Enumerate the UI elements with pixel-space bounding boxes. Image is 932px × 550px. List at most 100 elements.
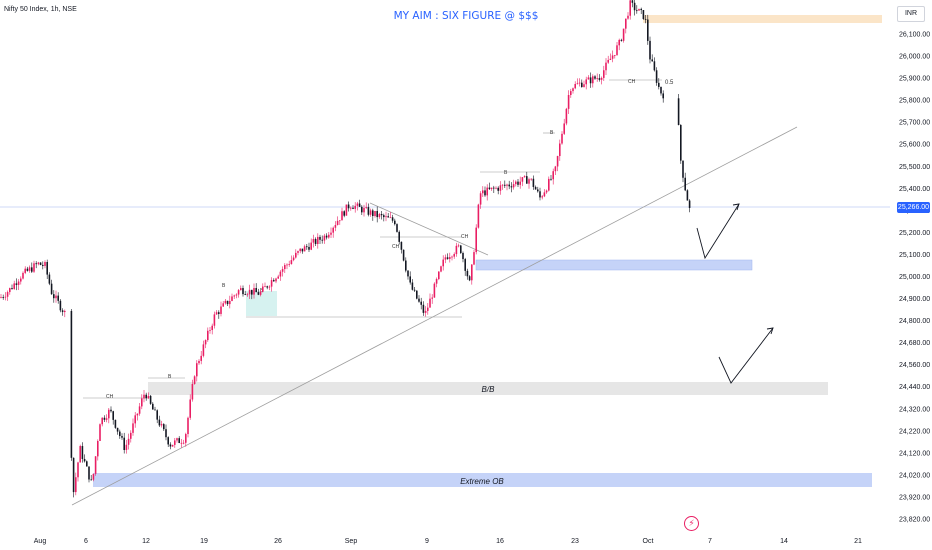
currency-label[interactable]: INR (897, 6, 925, 22)
descending-trendline[interactable] (369, 202, 489, 256)
time-tick-label: 14 (780, 538, 788, 545)
candle-body (20, 278, 22, 282)
candle-body (350, 207, 352, 209)
candle-body (48, 274, 51, 284)
ch-marker: CH (628, 79, 636, 85)
candle-body (70, 310, 73, 458)
candle-body (94, 456, 97, 474)
price-tick-label: 26,100.00 (899, 32, 930, 39)
candle-body (356, 203, 359, 206)
candle-body (13, 283, 15, 289)
candle-body (130, 432, 132, 439)
candle-body (169, 444, 172, 447)
candle-body (471, 264, 473, 281)
candle-body (614, 54, 616, 56)
candle-body (101, 417, 103, 425)
price-tick-label: 24,680.00 (899, 340, 930, 347)
price-tick-label: 25,600.00 (899, 142, 930, 149)
extreme-ob-zone (93, 473, 872, 487)
candle-body (479, 193, 482, 205)
candle-body (372, 210, 374, 217)
candle-body (662, 93, 664, 99)
time-tick-label: Aug (34, 538, 47, 545)
candle-body (237, 290, 240, 295)
candle-body (244, 294, 246, 295)
candle-body (257, 292, 260, 295)
candle-body (611, 55, 614, 59)
candle-body (328, 234, 330, 238)
candle-body (402, 249, 405, 261)
candle-body (552, 171, 554, 180)
candle-body (332, 227, 334, 233)
candle-body (400, 241, 403, 250)
candle-body (2, 297, 4, 298)
price-tick-label: 23,820.00 (899, 517, 930, 524)
candle-body (77, 462, 79, 478)
lightning-icon[interactable]: ⚡ (684, 516, 699, 531)
candle-body (123, 437, 125, 450)
candle-body (462, 252, 464, 260)
candle-body (253, 288, 255, 295)
extreme-ob-label: Extreme OB (460, 477, 504, 486)
candle-body (218, 312, 220, 314)
candle-body (629, 0, 631, 16)
candle-body (422, 304, 425, 313)
candle-body (583, 84, 585, 88)
price-tick-label: 25,400.00 (899, 186, 930, 193)
candle-body (182, 442, 185, 444)
candle-body (266, 286, 268, 288)
time-tick-label: 9 (425, 538, 429, 545)
candle-body (152, 403, 154, 410)
supply-zone (643, 15, 882, 23)
candle-body (211, 325, 213, 331)
candle-body (488, 187, 491, 190)
candle-body (354, 205, 356, 209)
candle-body (4, 296, 7, 298)
candle-body (297, 251, 299, 253)
candle-body (105, 418, 108, 420)
candle-body (416, 290, 418, 299)
candle-body (418, 298, 420, 302)
time-tick-label: 19 (200, 538, 208, 545)
time-axis[interactable]: Aug 6 12 19 26 Sep 9 16 23 Oct 7 14 21 (34, 538, 862, 545)
price-axis[interactable]: 26,100.00 26,000.00 25,900.00 25,800.00 25,7… (899, 32, 930, 524)
candle-body (369, 210, 372, 215)
candle-body (55, 295, 57, 299)
candle-body (288, 264, 290, 265)
candle-body (6, 292, 9, 297)
candle-body (275, 278, 277, 282)
candle-body (598, 78, 601, 80)
time-tick-label: 26 (274, 538, 282, 545)
candle-body (262, 286, 264, 292)
candle-body (625, 18, 627, 29)
candle-body (138, 406, 141, 414)
candle-body (352, 207, 354, 209)
candle-body (174, 440, 176, 445)
candle-body (506, 184, 508, 186)
demand-zone (475, 259, 753, 271)
candle-body (616, 45, 618, 55)
candle-body (97, 440, 99, 457)
candle-body (83, 458, 86, 462)
candle-body (61, 310, 64, 313)
candle-body (345, 204, 348, 216)
projection-arrow-upper[interactable] (696, 203, 740, 260)
price-tick-label: 26,000.00 (899, 54, 930, 61)
candle-body (517, 181, 519, 185)
candle-body (11, 288, 13, 289)
ascending-trendline[interactable] (71, 126, 798, 506)
candle-body (33, 263, 35, 272)
candle-body (180, 442, 183, 444)
symbol-title[interactable]: Nifty 50 Index, 1h, NSE (4, 6, 77, 13)
candle-body (605, 62, 607, 71)
candle-body (475, 227, 477, 253)
projection-arrow-lower[interactable] (718, 327, 774, 384)
candle-body (499, 185, 502, 191)
last-price-tag: 25,266.00 (897, 202, 930, 213)
candle-body (308, 246, 310, 250)
candle-body (442, 259, 444, 267)
price-tick-label: 24,120.00 (899, 450, 930, 457)
candle-body (57, 295, 59, 301)
candle-body (460, 245, 462, 253)
